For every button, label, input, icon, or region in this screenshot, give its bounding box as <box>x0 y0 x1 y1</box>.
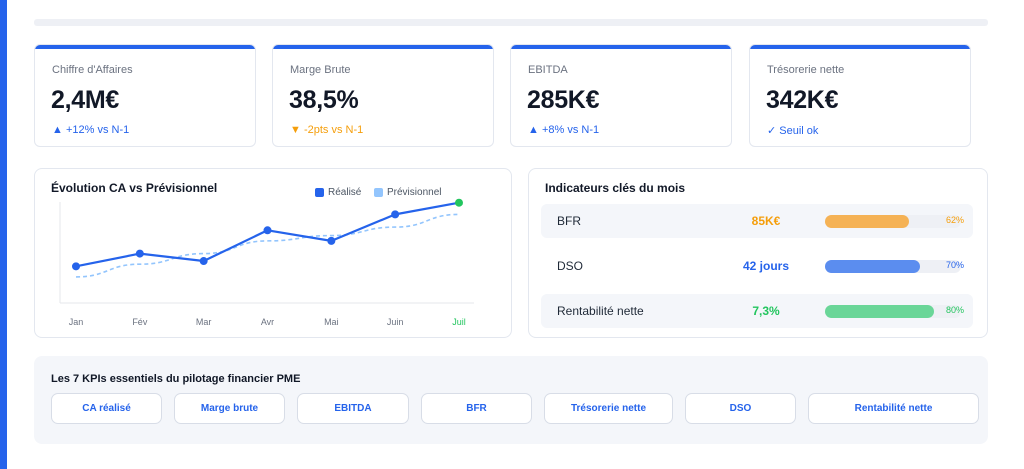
chart-title: Évolution CA vs Prévisionnel <box>51 181 218 195</box>
series-line-realise <box>75 201 460 268</box>
kpi-label: Chiffre d'Affaires <box>52 64 133 76</box>
kpi-trend: ▲ +12% vs N-1 <box>52 124 130 136</box>
kpi-chip-rentabilite-nette[interactable]: Rentabilité nette <box>808 393 979 424</box>
indicators-title: Indicateurs clés du mois <box>545 181 686 195</box>
x-tick-label: Mar <box>196 317 212 327</box>
x-tick-label: Juin <box>387 317 404 327</box>
indicator-value: 85K€ <box>751 214 781 228</box>
indicator-progress-fill <box>825 215 910 228</box>
data-point-realise <box>72 262 80 271</box>
kpi-chip-ebitda[interactable]: EBITDA <box>297 393 409 424</box>
kpi-list-title: Les 7 KPIs essentiels du pilotage financ… <box>51 373 301 385</box>
kpi-chip-tresorerie-nette[interactable]: Trésorerie nette <box>544 393 673 424</box>
indicator-percent: 80% <box>945 305 964 315</box>
chart-panel <box>34 168 512 338</box>
indicator-progress-track <box>825 260 961 273</box>
kpi-value: 2,4M€ <box>51 86 119 114</box>
kpi-trend: ▲ +8% vs N-1 <box>528 124 600 136</box>
indicator-progress-fill <box>825 305 934 318</box>
indicator-progress-fill <box>825 260 921 273</box>
kpi-chip-bfr[interactable]: BFR <box>421 393 532 424</box>
indicator-value: 7,3% <box>752 304 780 318</box>
kpi-value: 38,5% <box>289 86 359 114</box>
data-point-realise <box>391 210 400 219</box>
kpi-accent-bar <box>750 45 970 49</box>
data-point-realise <box>263 226 272 235</box>
kpi-accent-bar <box>273 45 493 49</box>
legend-label-realise: Réalisé <box>328 187 362 198</box>
x-tick-label: Juil <box>452 317 466 327</box>
indicator-progress-track <box>825 215 961 228</box>
data-point-realise <box>327 236 336 245</box>
legend-item-previsionnel: Prévisionnel <box>374 187 441 198</box>
kpi-value: 285K€ <box>527 86 600 114</box>
indicator-row-rentabilite: Rentabilité nette 7,3% 80% <box>541 294 973 328</box>
indicator-progress-track <box>825 305 961 318</box>
x-tick-label: Avr <box>261 317 274 327</box>
left-accent-bar <box>0 0 7 469</box>
kpi-chip-ca-realise[interactable]: CA réalisé <box>51 393 162 424</box>
kpi-chip-dso[interactable]: DSO <box>685 393 796 424</box>
kpi-label: EBITDA <box>528 64 568 76</box>
top-strip <box>34 19 988 26</box>
x-tick-label: Jan <box>69 317 84 327</box>
indicator-name: Rentabilité nette <box>557 304 644 318</box>
kpi-trend: ▼ -2pts vs N-1 <box>290 124 364 136</box>
legend-label-previsionnel: Prévisionnel <box>387 187 442 198</box>
indicator-row-dso: DSO 42 jours 70% <box>541 249 973 283</box>
series-line-previsionnel <box>75 213 460 278</box>
kpi-label: Marge Brute <box>290 64 351 76</box>
legend-swatch-previsionnel <box>374 188 383 197</box>
kpi-trend: ✓ Seuil ok <box>767 125 819 137</box>
indicator-percent: 62% <box>945 215 964 225</box>
kpi-chip-marge-brute[interactable]: Marge brute <box>174 393 285 424</box>
kpi-card-tresorerie: Trésorerie nette 342K€ ✓ Seuil ok <box>749 44 971 147</box>
kpi-card-ebitda: EBITDA 285K€ ▲ +8% vs N-1 <box>510 44 732 147</box>
kpi-accent-bar <box>511 45 731 49</box>
indicator-percent: 70% <box>945 260 964 270</box>
kpi-label: Trésorerie nette <box>767 64 845 76</box>
kpi-card-ca: Chiffre d'Affaires 2,4M€ ▲ +12% vs N-1 <box>34 44 256 147</box>
indicator-name: BFR <box>557 214 581 228</box>
indicator-value: 42 jours <box>742 259 790 273</box>
indicator-name: DSO <box>557 259 584 273</box>
kpi-accent-bar <box>35 45 255 49</box>
x-tick-label: Mai <box>324 317 339 327</box>
kpi-value: 342K€ <box>766 86 839 114</box>
line-chart: Jan Fév Mar Avr Mai Juin Juil <box>59 198 474 327</box>
legend-swatch-realise <box>315 188 324 197</box>
data-point-realise <box>455 198 463 207</box>
indicator-row-bfr: BFR 85K€ 62% <box>541 204 973 238</box>
x-tick-label: Fév <box>132 317 148 327</box>
data-point-realise <box>135 249 144 258</box>
legend-item-realise: Réalisé <box>315 187 361 198</box>
kpi-card-marge-brute: Marge Brute 38,5% ▼ -2pts vs N-1 <box>272 44 494 147</box>
data-point-realise <box>199 257 208 266</box>
